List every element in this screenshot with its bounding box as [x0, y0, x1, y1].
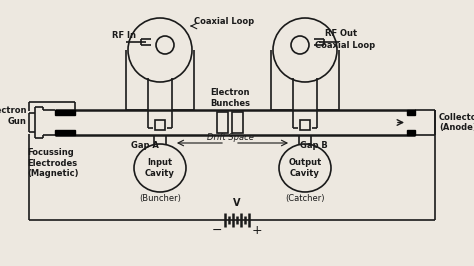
Text: Electron
Bunches: Electron Bunches	[210, 88, 250, 108]
Text: RF Out: RF Out	[325, 30, 357, 39]
Text: Coaxial Loop: Coaxial Loop	[194, 18, 254, 27]
Text: Output
Cavity: Output Cavity	[288, 158, 322, 178]
Text: Input
Cavity: Input Cavity	[145, 158, 175, 178]
Bar	[407, 110, 415, 115]
Text: Gap A: Gap A	[131, 140, 159, 149]
Text: Coaxial Loop: Coaxial Loop	[315, 41, 375, 51]
Text: (Catcher): (Catcher)	[285, 193, 325, 202]
Bar	[407, 130, 415, 135]
Text: +: +	[252, 223, 262, 236]
Bar	[217, 112, 228, 133]
Bar	[232, 112, 243, 133]
Bar	[55, 130, 75, 135]
Bar	[155, 120, 165, 130]
Text: Focussing
Electrodes
(Magnetic): Focussing Electrodes (Magnetic)	[27, 148, 79, 178]
Bar	[55, 110, 75, 115]
Text: V: V	[233, 198, 241, 208]
Text: Collector
(Anode): Collector (Anode)	[439, 113, 474, 132]
Bar	[300, 120, 310, 130]
Text: Gap B: Gap B	[300, 140, 328, 149]
Text: Electron
Gun: Electron Gun	[0, 106, 27, 126]
Text: (Buncher): (Buncher)	[139, 193, 181, 202]
Text: Drift Space: Drift Space	[207, 132, 254, 142]
Text: −: −	[212, 223, 222, 236]
Text: RF In: RF In	[112, 31, 136, 39]
